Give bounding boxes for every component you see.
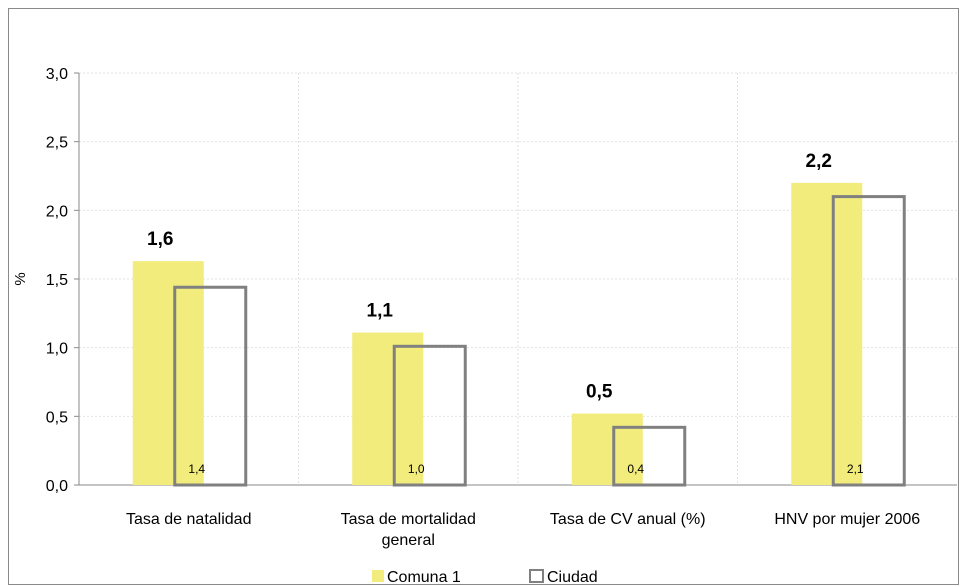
bar-ciudad [173, 285, 248, 487]
y-tick-label: 1,0 [46, 341, 68, 358]
y-tick-label: 0,0 [46, 478, 68, 495]
x-category-label: Tasa de CV anual (%) [550, 511, 706, 528]
bar-comuna-1 [352, 332, 424, 485]
data-label-comuna-1: 2,2 [806, 151, 832, 172]
y-tick-label: 2,5 [46, 135, 68, 152]
bar-ciudad [612, 425, 687, 487]
y-tick-label: 3,0 [46, 66, 68, 83]
data-label-comuna-1: 0,5 [586, 382, 613, 403]
bar-ciudad [392, 344, 467, 487]
legend-swatch-comuna-1 [372, 570, 384, 582]
y-tick-label: 2,0 [46, 203, 68, 220]
data-label-ciudad: 1,4 [188, 462, 205, 476]
bar-comuna-1 [571, 413, 643, 485]
x-category-label: HNV por mujer 2006 [774, 511, 920, 528]
data-label-ciudad: 1,0 [408, 462, 425, 476]
data-label-comuna-1: 1,1 [367, 301, 394, 322]
bar-comuna-1 [132, 261, 204, 485]
y-tick-label: 0,5 [46, 409, 68, 426]
bar-ciudad [831, 195, 906, 487]
data-label-ciudad: 0,4 [627, 462, 644, 476]
bar-comuna-1 [791, 182, 863, 485]
y-tick-label: 1,5 [46, 272, 68, 289]
x-category-label: Tasa de mortalidad [341, 511, 476, 528]
x-category-label: Tasa de natalidad [126, 511, 251, 528]
data-label-ciudad: 2,1 [847, 462, 864, 476]
data-label-comuna-1: 1,6 [147, 229, 173, 250]
legend-swatch-ciudad [529, 569, 544, 583]
legend-label-comuna-1: Comuna 1 [387, 569, 461, 586]
legend-label-ciudad: Ciudad [547, 569, 598, 586]
y-axis-title: % [12, 272, 29, 285]
x-category-label: general [382, 532, 435, 549]
